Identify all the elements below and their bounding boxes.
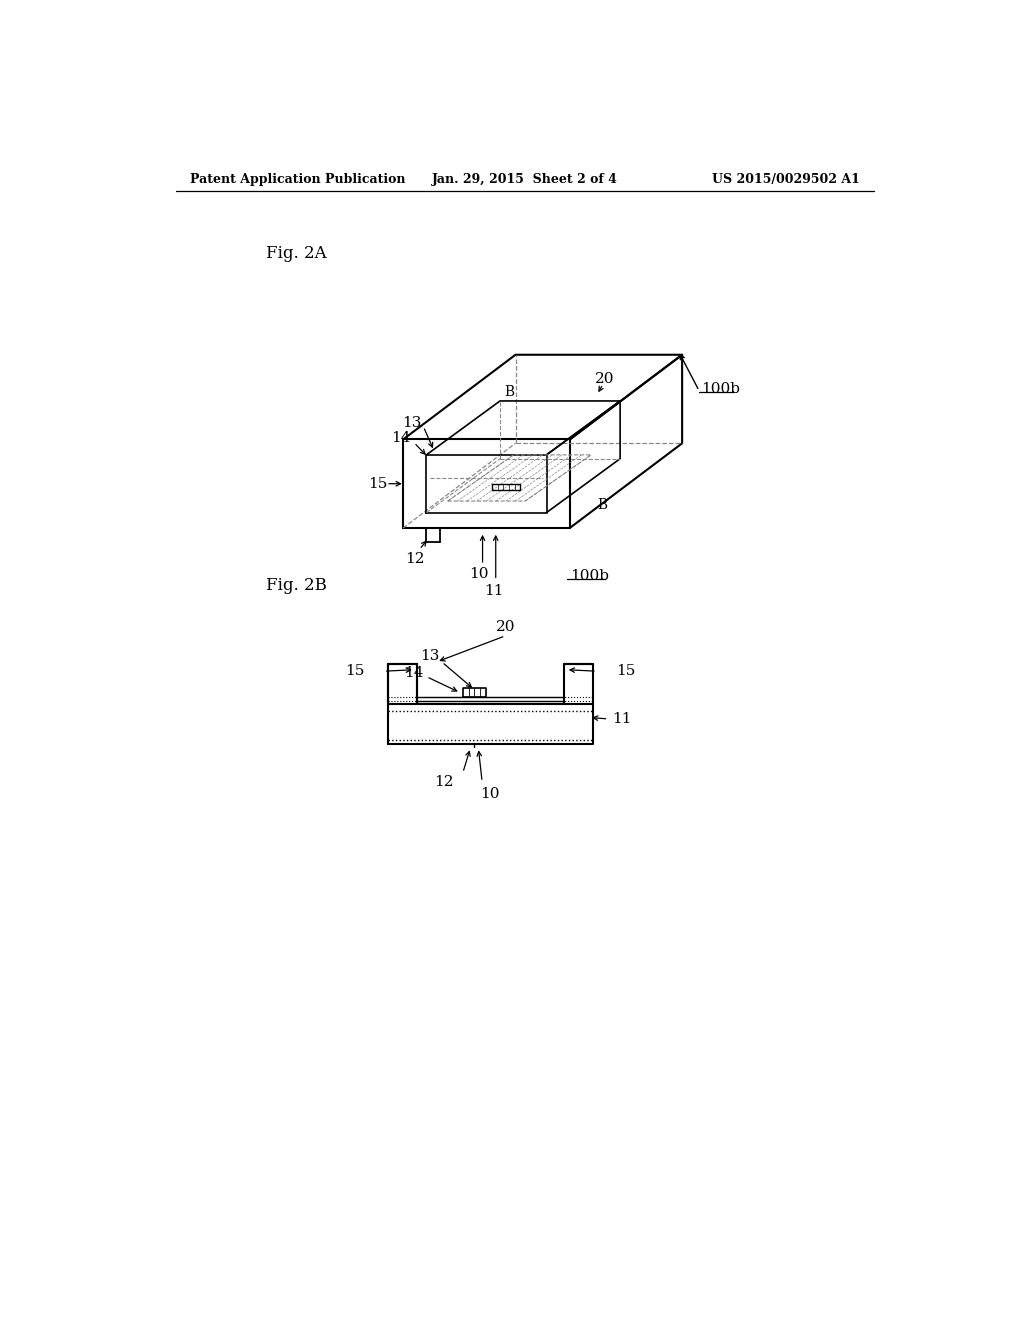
Text: 100b: 100b [569, 569, 608, 582]
Text: 13: 13 [402, 416, 422, 429]
Text: 15: 15 [345, 664, 365, 678]
Text: 100b: 100b [701, 383, 740, 396]
Text: 15: 15 [369, 477, 388, 491]
Text: 12: 12 [434, 775, 454, 789]
Text: 13: 13 [420, 649, 439, 663]
Text: 12: 12 [406, 552, 425, 566]
Text: Patent Application Publication: Patent Application Publication [190, 173, 406, 186]
Text: 20: 20 [595, 372, 614, 387]
Text: 14: 14 [404, 665, 424, 680]
Text: 14: 14 [391, 430, 411, 445]
Text: Fig. 2B: Fig. 2B [266, 577, 327, 594]
Text: 11: 11 [612, 711, 632, 726]
Text: Jan. 29, 2015  Sheet 2 of 4: Jan. 29, 2015 Sheet 2 of 4 [432, 173, 617, 186]
Text: B: B [597, 498, 607, 512]
Text: US 2015/0029502 A1: US 2015/0029502 A1 [712, 173, 859, 186]
Text: 15: 15 [616, 664, 636, 678]
Text: 10: 10 [480, 787, 500, 801]
Text: 20: 20 [496, 619, 515, 634]
Text: 10: 10 [469, 568, 488, 581]
Text: 11: 11 [484, 585, 504, 598]
Text: Fig. 2A: Fig. 2A [266, 244, 327, 261]
Text: B: B [504, 384, 514, 399]
